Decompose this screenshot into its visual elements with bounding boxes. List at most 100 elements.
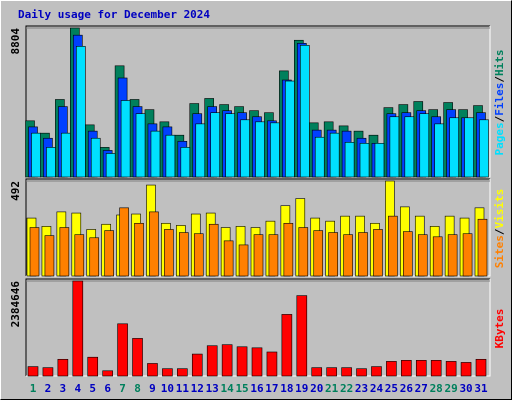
x-tick-label: 29 bbox=[445, 382, 458, 395]
x-tick-label: 16 bbox=[250, 382, 264, 395]
bar bbox=[268, 234, 279, 277]
x-tick-label: 19 bbox=[295, 382, 308, 395]
x-tick-label: 20 bbox=[310, 382, 323, 395]
x-tick-label: 24 bbox=[370, 382, 384, 395]
x-tick-label: 8 bbox=[134, 382, 141, 395]
bar bbox=[419, 113, 430, 178]
bar bbox=[434, 123, 445, 178]
x-tick-label: 2 bbox=[45, 382, 52, 395]
x-tick-label: 17 bbox=[265, 382, 278, 395]
bar bbox=[388, 215, 398, 277]
bar bbox=[430, 360, 442, 377]
bar bbox=[285, 80, 295, 178]
legend-entry: Visits bbox=[493, 189, 506, 229]
bar bbox=[475, 358, 487, 377]
bar bbox=[477, 218, 488, 277]
bar bbox=[102, 370, 113, 377]
x-tick-label: 13 bbox=[206, 382, 219, 395]
bar bbox=[135, 113, 146, 178]
x-tick-label: 30 bbox=[459, 382, 472, 395]
bar bbox=[57, 358, 69, 377]
bar bbox=[179, 232, 189, 277]
bar bbox=[460, 362, 472, 377]
bar bbox=[238, 244, 249, 277]
bar bbox=[404, 116, 415, 178]
bar bbox=[193, 233, 204, 277]
bar bbox=[31, 132, 41, 178]
x-tick-label: 4 bbox=[74, 382, 81, 395]
bar bbox=[449, 117, 459, 178]
bar bbox=[296, 295, 308, 377]
bar bbox=[76, 46, 86, 178]
bar bbox=[281, 314, 293, 377]
x-tick-label: 6 bbox=[104, 382, 111, 395]
legend: KBytes bbox=[493, 309, 506, 349]
bar bbox=[389, 116, 400, 178]
legend-entry: Pages bbox=[493, 122, 506, 155]
x-tick-label: 12 bbox=[191, 382, 204, 395]
bar bbox=[326, 367, 337, 377]
bar bbox=[343, 234, 353, 277]
bar bbox=[401, 360, 412, 377]
bar bbox=[29, 227, 40, 277]
bar bbox=[119, 207, 129, 277]
bar bbox=[251, 347, 263, 377]
bar bbox=[165, 134, 176, 178]
bar bbox=[120, 100, 131, 178]
bar bbox=[223, 240, 234, 277]
x-tick-label: 3 bbox=[60, 382, 67, 395]
bar bbox=[117, 323, 128, 377]
bar bbox=[328, 232, 338, 277]
y-tick-label: 2384646 bbox=[9, 281, 22, 328]
bar bbox=[240, 119, 250, 178]
bar bbox=[359, 143, 370, 178]
bar bbox=[415, 360, 427, 377]
bar bbox=[210, 112, 220, 178]
legend-entry: Files bbox=[493, 83, 506, 116]
bar bbox=[344, 142, 355, 178]
bar bbox=[104, 230, 114, 277]
bar bbox=[225, 113, 235, 178]
panel-shadow bbox=[25, 178, 490, 276]
x-tick-label: 11 bbox=[176, 382, 190, 395]
x-tick-label: 5 bbox=[89, 382, 96, 395]
y-tick-label: 492 bbox=[9, 181, 22, 201]
bar bbox=[329, 132, 340, 178]
bar bbox=[105, 153, 116, 178]
bar bbox=[432, 236, 443, 277]
bar bbox=[132, 338, 143, 377]
bar bbox=[195, 123, 206, 178]
bar bbox=[270, 122, 280, 178]
legend-entry: Sites bbox=[493, 235, 506, 268]
panel-shadow bbox=[25, 278, 490, 376]
bar bbox=[445, 361, 457, 377]
bar bbox=[61, 132, 71, 178]
bar bbox=[162, 368, 173, 377]
bar bbox=[266, 351, 278, 377]
legend: Sites/Visits bbox=[493, 189, 506, 269]
bar bbox=[27, 366, 39, 377]
bar bbox=[374, 143, 385, 178]
bar bbox=[311, 367, 323, 377]
x-tick-label: 27 bbox=[415, 382, 428, 395]
bar bbox=[42, 367, 54, 377]
bar bbox=[208, 223, 219, 277]
legend-separator: / bbox=[493, 76, 506, 83]
bar bbox=[462, 233, 473, 277]
bar bbox=[314, 136, 325, 178]
bar bbox=[417, 234, 428, 277]
bar bbox=[447, 234, 458, 277]
x-tick-label: 22 bbox=[340, 382, 353, 395]
bar bbox=[164, 229, 174, 277]
x-tick-label: 23 bbox=[355, 382, 368, 395]
x-tick-label: 9 bbox=[149, 382, 156, 395]
bar bbox=[89, 237, 100, 277]
bar bbox=[313, 230, 324, 277]
legend-separator: / bbox=[493, 115, 506, 122]
bar bbox=[134, 222, 144, 277]
legend-entry: Hits bbox=[493, 50, 506, 77]
bar bbox=[356, 368, 367, 377]
